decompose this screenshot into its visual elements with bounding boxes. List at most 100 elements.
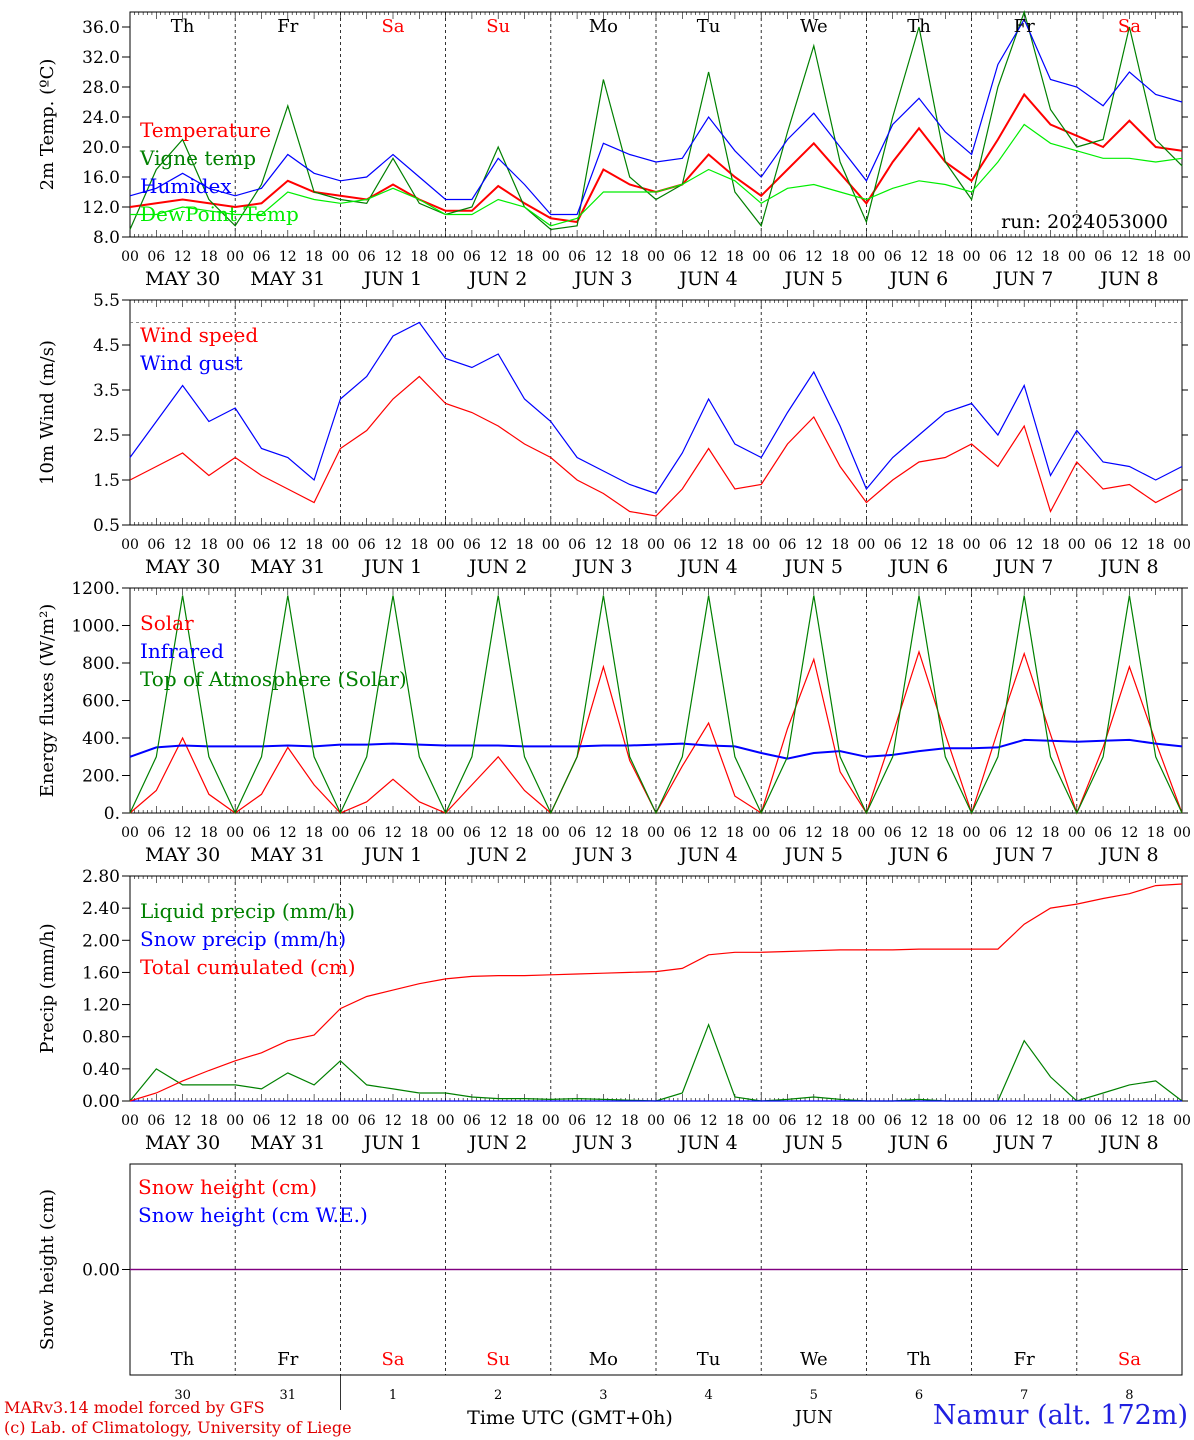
station-label: Namur (alt. 172m) — [932, 1400, 1188, 1431]
hour-label: 12 — [489, 537, 507, 553]
date-label: JUN 2 — [467, 556, 527, 578]
legend-entry: Snow height (cm) — [138, 1175, 317, 1199]
hour-label: 00 — [647, 249, 665, 265]
chart-panel-2: 0.5 1.5 2.5 3.5 4.5 5.5 10m Wind (m/s) Wind spe… — [37, 291, 1191, 578]
hour-label: 06 — [884, 249, 902, 265]
day-name-label: Sa — [381, 16, 404, 37]
day-number-label: 7 — [1020, 1388, 1028, 1403]
hour-label: 06 — [673, 249, 691, 265]
date-label: JUN 6 — [888, 844, 948, 866]
y-tick-label: 2.5 — [93, 426, 120, 446]
hour-label: 06 — [358, 249, 376, 265]
date-label: MAY 30 — [145, 1132, 220, 1154]
day-name-label: Fr — [1014, 16, 1035, 37]
hour-label: 06 — [1094, 825, 1112, 841]
date-label: JUN 8 — [1098, 556, 1158, 578]
date-label: JUN 6 — [888, 1132, 948, 1154]
date-label: JUN 7 — [993, 1132, 1053, 1154]
y-tick-label: 0.5 — [93, 516, 120, 536]
run-label: run: 2024053000 — [1001, 211, 1168, 233]
hour-label: 06 — [1094, 537, 1112, 553]
hour-label: 12 — [594, 825, 612, 841]
y-tick-label: 16.0 — [82, 168, 120, 188]
y-tick-label: 1000. — [71, 617, 120, 637]
hour-label: 18 — [1042, 1113, 1060, 1129]
hour-label: 00 — [1068, 249, 1086, 265]
time-axis-label: Time UTC (GMT+0h) — [467, 1407, 673, 1429]
date-label: JUN 2 — [467, 1132, 527, 1154]
hour-label: 06 — [463, 249, 481, 265]
hour-label: 06 — [673, 825, 691, 841]
date-label: JUN 4 — [677, 844, 737, 866]
series-line-wind-gust — [129, 321, 1183, 495]
hour-label: 00 — [857, 825, 875, 841]
series-line-total-cumulated-cm- — [129, 883, 1183, 1102]
y-tick-label: 2.80 — [82, 867, 120, 887]
hour-label: 12 — [279, 537, 297, 553]
hour-label: 12 — [489, 825, 507, 841]
hour-label: 12 — [384, 537, 402, 553]
y-tick-label: 0. — [104, 804, 120, 824]
y-tick-label: 0.00 — [82, 1092, 120, 1112]
hour-label: 00 — [542, 249, 560, 265]
hour-label: 12 — [910, 1113, 928, 1129]
hour-label: 12 — [1015, 1113, 1033, 1129]
hour-label: 12 — [384, 1113, 402, 1129]
day-name-label: Fr — [277, 16, 298, 37]
hour-label: 18 — [1042, 537, 1060, 553]
series-line-dewpoint-temp — [130, 123, 1183, 227]
hour-label: 06 — [1094, 249, 1112, 265]
legend-entry: Vigne temp — [139, 146, 256, 170]
hour-label: 00 — [1068, 825, 1086, 841]
hour-label: 18 — [1147, 1113, 1165, 1129]
y-tick-label: 28.0 — [82, 78, 120, 98]
hour-label: 06 — [989, 249, 1007, 265]
hour-label: 18 — [936, 537, 954, 553]
hour-label: 00 — [647, 537, 665, 553]
y-tick-label: 600. — [82, 692, 120, 712]
hour-label: 06 — [147, 537, 165, 553]
hour-label: 12 — [384, 825, 402, 841]
hour-label: 00 — [437, 249, 455, 265]
hour-label: 06 — [568, 537, 586, 553]
y-tick-label: 5.5 — [93, 291, 120, 311]
hour-label: 00 — [752, 1113, 770, 1129]
date-label: JUN 5 — [783, 844, 843, 866]
hour-label: 00 — [542, 1113, 560, 1129]
hour-label: 18 — [410, 1113, 428, 1129]
hour-label: 00 — [226, 537, 244, 553]
month-label: JUN — [793, 1407, 833, 1428]
date-label: JUN 1 — [362, 556, 422, 578]
y-axis-label: 2m Temp. (ºC) — [37, 59, 58, 191]
hour-label: 18 — [516, 537, 534, 553]
hour-label: 00 — [1068, 1113, 1086, 1129]
hour-label: 00 — [857, 1113, 875, 1129]
hour-label: 18 — [1147, 825, 1165, 841]
date-label: JUN 5 — [783, 556, 843, 578]
date-label: JUN 6 — [888, 556, 948, 578]
hour-label: 06 — [463, 1113, 481, 1129]
legend-entry: Infrared — [140, 639, 224, 663]
hour-label: 06 — [253, 825, 271, 841]
hour-label: 18 — [831, 249, 849, 265]
hour-label: 18 — [410, 825, 428, 841]
day-name-label: Sa — [1118, 16, 1141, 37]
day-name-label: Th — [907, 1349, 931, 1370]
y-axis-label: 10m Wind (m/s) — [37, 340, 58, 485]
day-name-label: Fr — [277, 1349, 298, 1370]
hour-label: 18 — [516, 825, 534, 841]
hour-label: 12 — [279, 249, 297, 265]
day-name-label: Tu — [697, 16, 721, 37]
series-line-wind-speed — [129, 375, 1183, 517]
day-name-label: Su — [486, 16, 510, 37]
legend-entry: Wind speed — [140, 323, 258, 347]
hour-label: 18 — [516, 1113, 534, 1129]
hour-label: 18 — [621, 537, 639, 553]
plot-frame — [129, 299, 1183, 526]
y-axis-label: Snow height (cm) — [37, 1189, 58, 1350]
day-name-label: Th — [907, 16, 931, 37]
hour-label: 06 — [147, 249, 165, 265]
y-tick-label: 1200. — [71, 579, 120, 599]
y-tick-label: 24.0 — [82, 108, 120, 128]
series-line-top-of-atmosphere-solar- — [129, 595, 1183, 815]
